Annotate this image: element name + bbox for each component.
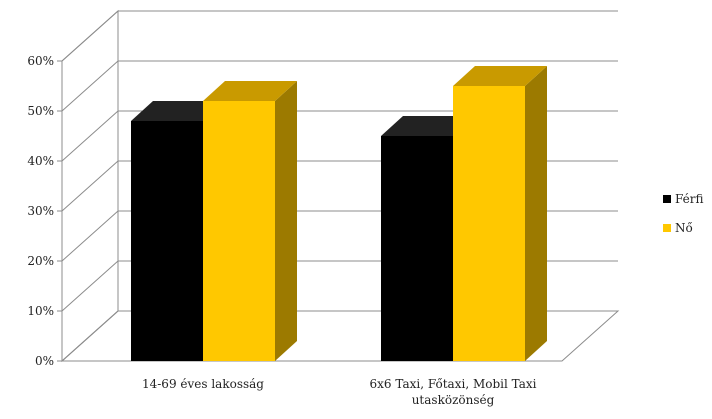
bar xyxy=(453,66,547,361)
legend-swatch xyxy=(663,224,671,232)
gridline xyxy=(61,10,618,62)
y-axis-ticks: 0% 10% 20% 30% 40% 50% 60% xyxy=(27,54,63,368)
gridlines xyxy=(61,10,618,362)
bar-side xyxy=(275,81,297,361)
gridline xyxy=(61,60,618,112)
y-tick-label: 30% xyxy=(27,204,54,218)
gridline xyxy=(61,110,618,162)
y-tick-label: 40% xyxy=(27,154,54,168)
bars xyxy=(131,66,547,361)
legend-item: Férfi xyxy=(663,192,704,206)
bar-top xyxy=(131,101,225,121)
y-tick-label: 0% xyxy=(35,354,54,368)
y-tick-label: 10% xyxy=(27,304,54,318)
bar-top xyxy=(381,116,475,136)
bar-front xyxy=(131,121,203,361)
y-tick-label: 60% xyxy=(27,54,54,68)
x-axis-labels: 14-69 éves lakosság 6x6 Taxi, Főtaxi, Mob… xyxy=(142,377,537,407)
legend-label: Férfi xyxy=(675,192,704,206)
bar-side xyxy=(525,66,547,361)
legend: Férfi Nő xyxy=(663,192,704,235)
bar-top xyxy=(203,81,297,101)
x-category-label: 6x6 Taxi, Főtaxi, Mobil Taxi utasközönség xyxy=(370,377,537,407)
y-tick-label: 20% xyxy=(27,254,54,268)
legend-item: Nő xyxy=(663,221,693,235)
bar-top xyxy=(453,66,547,86)
bar-front xyxy=(203,101,275,361)
bar-front xyxy=(381,136,453,361)
bar-front xyxy=(453,86,525,361)
x-category-label: 14-69 éves lakosság xyxy=(142,377,264,391)
legend-label: Nő xyxy=(675,221,693,235)
bar xyxy=(203,81,297,361)
y-tick-label: 50% xyxy=(27,104,54,118)
legend-swatch xyxy=(663,195,671,203)
